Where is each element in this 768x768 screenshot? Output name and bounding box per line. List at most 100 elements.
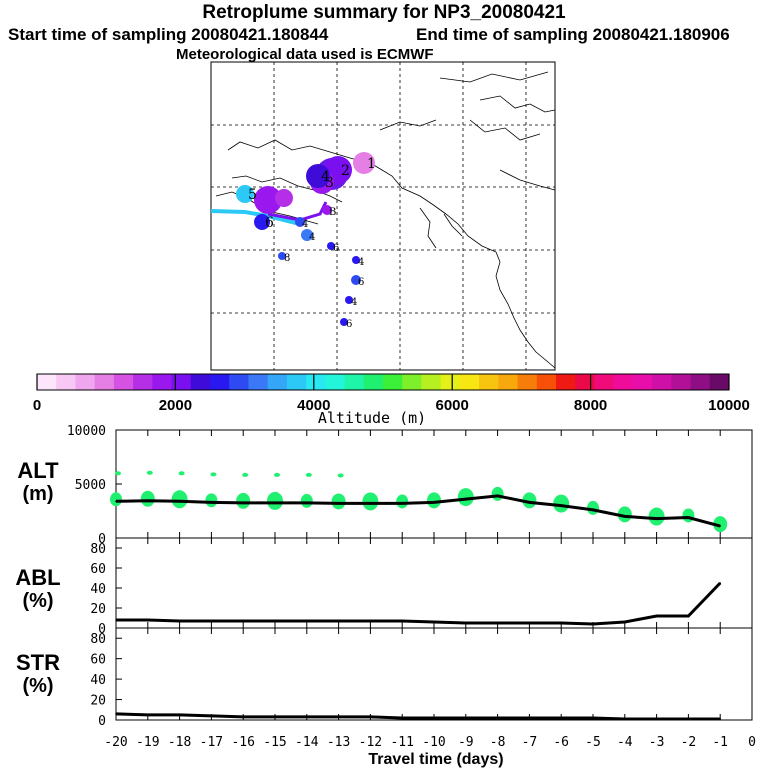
data-point bbox=[560, 717, 562, 719]
data-point bbox=[560, 622, 562, 624]
colorbar-swatch bbox=[594, 374, 615, 390]
colorbar-swatch bbox=[190, 374, 211, 390]
x-tick-label: -4 bbox=[617, 735, 633, 750]
y-tick-label: 0 bbox=[98, 622, 106, 637]
plume-marker-label: 6 bbox=[333, 243, 339, 254]
data-point bbox=[369, 502, 372, 505]
x-tick-label: -6 bbox=[553, 735, 569, 750]
x-tick-label: -20 bbox=[104, 735, 127, 750]
colorbar-swatch bbox=[363, 374, 384, 390]
plume-marker bbox=[254, 214, 270, 230]
x-tick-label: -14 bbox=[295, 735, 319, 750]
x-tick-label: -15 bbox=[263, 735, 286, 750]
plume-marker-label: 4 bbox=[351, 297, 357, 308]
colorbar-swatch bbox=[690, 374, 711, 390]
colorbar-swatch bbox=[575, 374, 595, 390]
start-time-label: Start time of sampling 20080421.180844 bbox=[8, 25, 329, 44]
x-tick-label: 0 bbox=[748, 735, 756, 750]
data-point bbox=[242, 716, 244, 718]
data-point bbox=[147, 619, 149, 621]
colorbar-swatch bbox=[402, 374, 422, 390]
colorbar-swatch bbox=[459, 374, 480, 390]
altitude-spread bbox=[171, 490, 188, 509]
data-point bbox=[465, 622, 467, 624]
colorbar-swatch bbox=[267, 374, 288, 390]
y-tick-label: 5000 bbox=[75, 478, 106, 493]
series-line bbox=[115, 494, 721, 528]
plume-marker-label: 6 bbox=[358, 277, 364, 288]
x-tick-label: -10 bbox=[422, 735, 445, 750]
y-tick-label: 40 bbox=[90, 582, 106, 597]
colorbar-swatch bbox=[133, 374, 153, 390]
x-axis: -20 -19 -18 -17 -16 -15 -14 -13 -12 -11 -10 -9 -8 -7-… bbox=[104, 735, 756, 750]
y-tick-label: 60 bbox=[90, 562, 106, 577]
altitude-spread bbox=[713, 516, 728, 533]
data-point bbox=[465, 717, 467, 719]
data-point bbox=[496, 717, 499, 719]
x-tick-label: -11 bbox=[390, 735, 413, 750]
data-point bbox=[655, 615, 658, 617]
colorbar-tick-label: 0 bbox=[33, 397, 41, 414]
data-point bbox=[687, 516, 690, 519]
plume-marker bbox=[306, 164, 330, 188]
end-time-label: End time of sampling 20080421.180906 bbox=[416, 25, 730, 44]
x-tick-label: -8 bbox=[490, 735, 506, 750]
panel-unit: (%) bbox=[22, 590, 53, 612]
x-tick-label: -12 bbox=[359, 735, 382, 750]
colorbar-tick-label: 8000 bbox=[574, 397, 607, 414]
altitude-spread bbox=[178, 471, 185, 476]
altitude-spread bbox=[305, 472, 312, 477]
colorbar: 0 2000 4000 6000 8000 10000 Altitude (m) bbox=[33, 373, 750, 427]
colorbar-swatch bbox=[440, 374, 461, 390]
altitude-spread bbox=[337, 473, 344, 478]
plume-marker-label: B bbox=[329, 207, 336, 218]
data-point bbox=[433, 717, 435, 719]
colorbar-swatch bbox=[632, 374, 653, 390]
altitude-spread bbox=[300, 493, 313, 508]
data-point bbox=[655, 718, 658, 720]
data-point bbox=[306, 502, 308, 504]
y-tick-label: 20 bbox=[90, 602, 106, 617]
data-point bbox=[624, 621, 626, 623]
x-axis-label: Travel time (days) bbox=[368, 751, 503, 768]
colorbar-ticks: 0 2000 4000 6000 8000 10000 bbox=[33, 374, 750, 414]
y-tick-label: 60 bbox=[90, 653, 106, 668]
data-point bbox=[115, 500, 117, 503]
data-point bbox=[496, 495, 499, 497]
plume-marker-label: 6 bbox=[346, 319, 352, 330]
altitude-spread bbox=[457, 488, 474, 507]
x-tick-label: -5 bbox=[585, 735, 601, 750]
data-point bbox=[369, 716, 372, 718]
altitude-spread bbox=[146, 470, 153, 475]
colorbar-swatch bbox=[229, 374, 249, 390]
colorbar-swatch bbox=[75, 374, 96, 390]
altitude-spread bbox=[331, 493, 346, 510]
colorbar-swatch bbox=[344, 374, 365, 390]
plume-marker-label: 6 bbox=[265, 215, 274, 231]
data-point bbox=[178, 500, 181, 503]
colorbar-swatches bbox=[37, 374, 730, 390]
colorbar-tick-label: 4000 bbox=[297, 397, 330, 414]
x-tick-label: -1 bbox=[712, 735, 728, 750]
plume-marker-label: 4 bbox=[358, 257, 364, 268]
colorbar-swatch bbox=[652, 374, 672, 390]
colorbar-swatch bbox=[709, 374, 730, 390]
data-point bbox=[274, 502, 276, 504]
panel-title: STR bbox=[16, 650, 60, 675]
data-point bbox=[115, 713, 117, 715]
x-tick-label: -2 bbox=[681, 735, 697, 750]
colorbar-tick-label: 6000 bbox=[436, 397, 469, 414]
plume-cluster bbox=[254, 186, 282, 214]
colorbar-swatch bbox=[517, 374, 538, 390]
time-series-panels: ALT(m)1000050000ABL(%)806040200STR(%)806… bbox=[15, 424, 753, 729]
data-point bbox=[242, 502, 244, 504]
data-point bbox=[337, 502, 340, 505]
data-point bbox=[560, 504, 562, 507]
colorbar-swatch bbox=[383, 374, 403, 390]
chart-title: Retroplume summary for NP3_20080421 bbox=[202, 2, 566, 23]
y-tick-label: 20 bbox=[90, 694, 106, 709]
data-point bbox=[210, 620, 213, 622]
altitude-spread bbox=[267, 491, 283, 510]
plume-marker-label: 2 bbox=[341, 163, 350, 179]
